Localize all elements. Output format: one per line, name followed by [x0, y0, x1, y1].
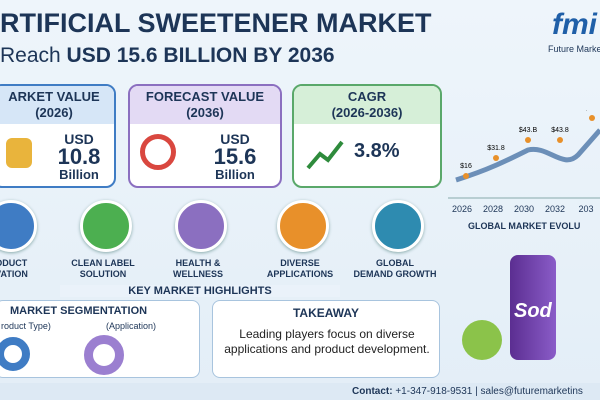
- highlight-line: RODUCT: [0, 258, 28, 268]
- year-label: 203: [578, 204, 593, 214]
- highlight-label: CLEAN LABEL SOLUTION: [53, 258, 153, 280]
- card-period: (2026-2036): [331, 105, 403, 120]
- lime: [462, 320, 502, 360]
- can-text: Sod: [514, 300, 552, 322]
- highlight-label: GLOBAL DEMAND GROWTH: [345, 258, 445, 280]
- highlight-icon: [80, 200, 132, 252]
- card-value: 3.8%: [354, 140, 400, 162]
- card-body: USD 15.6 Billion: [200, 130, 270, 184]
- title: RTIFICIAL SWEETENER MARKET: [0, 8, 432, 38]
- highlight-line: HEALTH &: [175, 258, 221, 268]
- highlight-icon: [372, 200, 424, 252]
- logo-mark: fmi: [552, 8, 597, 41]
- highlight-label: RODUCTOVATION: [0, 258, 58, 280]
- segmentation-panel: MARKET SEGMENTATION roduct Type) (Applic…: [0, 300, 200, 378]
- highlight-icon: [175, 200, 227, 252]
- point: [525, 137, 531, 143]
- highlight-line: CLEAN LABEL: [71, 258, 135, 268]
- soda-can: [510, 255, 556, 360]
- card-period: (2036): [186, 105, 224, 120]
- contact-label: Contact:: [352, 386, 393, 397]
- highlight-line: WELLNESS: [172, 269, 223, 279]
- target-icon: [140, 134, 176, 170]
- segmentation-right: (Application): [106, 321, 157, 331]
- card-title: CAGR: [347, 89, 387, 104]
- card-unit: USD: [64, 131, 94, 147]
- point: [557, 137, 563, 143]
- subtitle-prefix: Reach: [0, 44, 61, 67]
- growth-icon: [306, 140, 344, 170]
- card-body: USD 10.8 Billion: [44, 130, 114, 184]
- card: ARKET VALUE (2026) USD 10.8 Billion: [0, 84, 116, 188]
- point-label: $43.B: [519, 127, 538, 134]
- year-label: 2030: [514, 204, 534, 214]
- subtitle: Reach USD 15.6 BILLION BY 2036: [0, 44, 335, 68]
- takeaway-title: TAKEAWAY: [292, 306, 359, 320]
- point: [463, 173, 469, 179]
- highlight-line: APPLICATIONS: [266, 269, 334, 279]
- highlight-line: DEMAND GROWTH: [353, 269, 437, 279]
- growth-arrow: [306, 140, 344, 170]
- evolution-title: GLOBAL MARKET EVOLU: [468, 221, 580, 231]
- year-label: 2026: [452, 204, 472, 214]
- evolution-line: [455, 128, 600, 183]
- card-header: ARKET VALUE (2026): [0, 86, 114, 124]
- subtitle-main: USD 15.6 BILLION BY 2036: [66, 44, 335, 67]
- card-value: 15.6: [213, 144, 257, 169]
- segmentation-title: MARKET SEGMENTATION: [10, 305, 148, 317]
- contact-phone: +1-347-918-9531: [395, 386, 473, 397]
- highlight-line: SOLUTION: [79, 269, 127, 279]
- highlight-label: HEALTH & WELLNESS: [148, 258, 248, 280]
- point-label: $16: [460, 163, 472, 170]
- card-unit: USD: [220, 131, 250, 147]
- takeaway-panel: TAKEAWAY Leading players focus on divers…: [212, 300, 440, 378]
- coin-icon: [6, 138, 32, 168]
- highlight-line: GLOBAL: [376, 258, 414, 268]
- card: FORECAST VALUE (2036) USD 15.6 Billion: [128, 84, 282, 188]
- point: [493, 155, 499, 161]
- card-period: (2026): [35, 105, 73, 120]
- year-label: 2028: [483, 204, 503, 214]
- donut: [0, 337, 30, 371]
- card-value: 10.8: [57, 144, 101, 169]
- point-label: $105: [584, 110, 600, 112]
- highlight-label: DIVERSE APPLICATIONS: [250, 258, 350, 280]
- highlights-title: KEY MARKET HIGHLIGHTS: [60, 285, 340, 297]
- card-scale: Billion: [59, 167, 99, 182]
- card-scale: Billion: [215, 167, 255, 182]
- card-title: FORECAST VALUE: [145, 89, 265, 104]
- point: [589, 115, 595, 121]
- evolution-chart: $16 $31.8 $43.B $43.8 $105 2026 2028 2030 2032 20…: [448, 110, 600, 231]
- evolution-labels: $16 $31.8 $43.B $43.8 $105 2026 2028 2030 2032 20…: [452, 110, 600, 231]
- card-title: ARKET VALUE: [8, 89, 100, 104]
- point-label: $43.8: [551, 127, 569, 134]
- takeaway-text: Leading players focus on diverse applica…: [224, 327, 430, 356]
- card-header: FORECAST VALUE (2036): [130, 86, 280, 124]
- donut: [84, 335, 124, 375]
- point-label: $31.8: [487, 145, 505, 152]
- year-label: 2032: [545, 204, 565, 214]
- contact-bar: Contact: +1-347-918-9531 | sales@futurem…: [0, 383, 600, 400]
- highlight-icon: [0, 200, 37, 252]
- segmentation-left: roduct Type): [1, 321, 51, 331]
- contact-email: sales@futuremarketins: [480, 386, 583, 397]
- logo-name: Future Marke: [548, 44, 600, 54]
- highlight-line: OVATION: [0, 269, 28, 279]
- card-header: CAGR (2026-2036): [294, 86, 440, 124]
- highlight-icon: [277, 200, 329, 252]
- highlight-line: DIVERSE: [280, 258, 320, 268]
- card: CAGR (2026-2036) 3.8%: [292, 84, 442, 188]
